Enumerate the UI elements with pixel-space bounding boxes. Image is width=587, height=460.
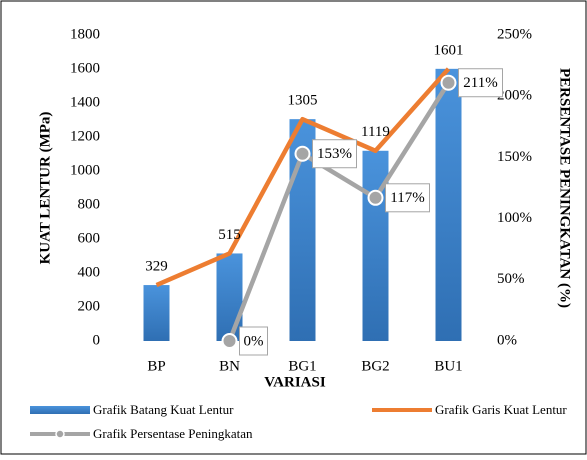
y-tick-label: 1400: [70, 94, 100, 110]
legend-label: Grafik Batang Kuat Lentur: [93, 402, 234, 417]
y-tick-label: 400: [78, 264, 101, 280]
point: [367, 189, 384, 206]
x-tick-label: BP: [147, 358, 165, 374]
bar: [143, 285, 170, 341]
line: [227, 81, 451, 342]
data-label-box: [312, 139, 357, 169]
y2-tick-label: 50%: [497, 271, 525, 287]
data-label-box: [239, 326, 268, 356]
bar: [216, 253, 243, 341]
data-label-box: [458, 68, 503, 98]
y-tick-label: 1200: [70, 128, 100, 144]
data-label: 117%: [390, 190, 424, 206]
legend-point: [55, 429, 65, 439]
data-label: 153%: [317, 146, 352, 162]
x-tick-label: BG1: [288, 358, 316, 374]
data-label: 1601: [434, 42, 464, 58]
data-label-box: [385, 183, 430, 213]
x-tick-label: BU1: [434, 358, 462, 374]
y2-tick-label: 250%: [497, 26, 532, 42]
y-axis-title: KUAT LENTUR (MPa): [37, 112, 53, 265]
point: [294, 145, 311, 162]
data-label: 329: [145, 259, 168, 275]
legend-label: Grafik Garis Kuat Lentur: [435, 402, 567, 417]
y2-tick-label: 150%: [497, 149, 532, 165]
data-label: 515: [218, 227, 241, 243]
y-tick-label: 800: [78, 196, 101, 212]
data-label: 1119: [361, 124, 390, 140]
y2-tick-label: 100%: [497, 210, 532, 226]
data-label: 0%: [244, 333, 264, 349]
point: [440, 74, 457, 91]
data-label: 211%: [463, 75, 497, 91]
y-tick-label: 600: [78, 230, 101, 246]
y-tick-label: 200: [78, 298, 101, 314]
legend-label: Grafik Persentase Peningkatan: [93, 426, 253, 441]
y2-tick-label: 0%: [497, 332, 517, 348]
bar: [435, 68, 462, 341]
y-tick-label: 0: [93, 332, 101, 348]
y-tick-label: 1800: [70, 26, 100, 42]
legend-swatch: [30, 406, 90, 414]
data-label: 1305: [288, 93, 318, 109]
y2-tick-label: 200%: [497, 88, 532, 104]
x-axis-title: VARIASI: [264, 374, 326, 390]
y-tick-label: 1600: [70, 60, 100, 76]
point: [221, 333, 238, 349]
x-tick-label: BN: [219, 358, 240, 374]
y2-axis-title: PERSENTASE PENINGKATAN (%): [557, 68, 573, 308]
y-tick-label: 1000: [70, 162, 100, 178]
x-tick-label: BG2: [361, 358, 389, 374]
line: [155, 67, 451, 288]
